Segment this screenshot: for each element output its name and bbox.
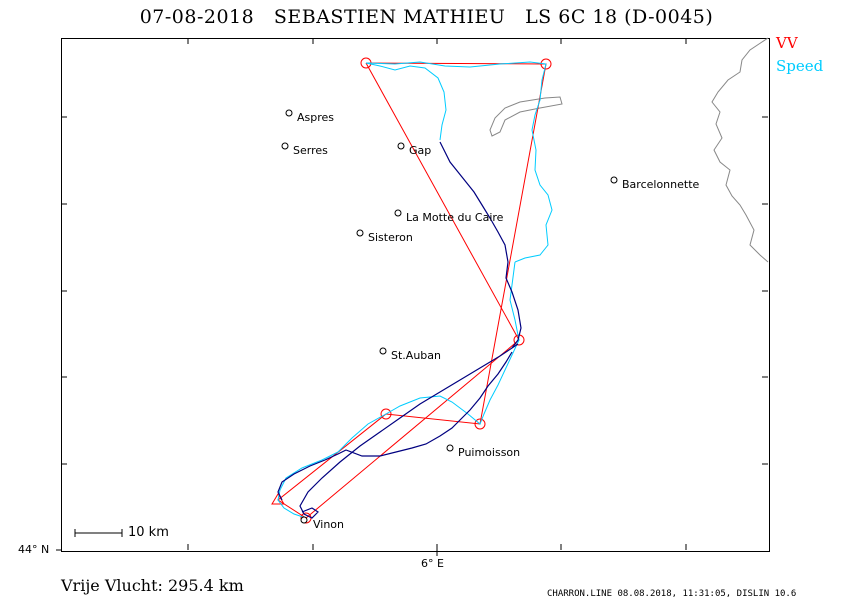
- town-vinon: Vinon: [300, 516, 344, 531]
- border-line: [711, 37, 769, 263]
- scale-bar-label: 10 km: [128, 525, 169, 540]
- distance-summary: Vrije Vlucht: 295.4 km: [61, 576, 244, 595]
- glider-id: LS 6C 18 (D-0045): [525, 6, 714, 28]
- town-serres: Serres: [281, 142, 328, 157]
- axis-ticks: [56, 38, 768, 556]
- town-label-sisteron: Sisteron: [368, 231, 413, 244]
- longitude-label: 6° E: [421, 557, 444, 570]
- town-label-barcelonnette: Barcelonnette: [622, 178, 700, 191]
- town-st-auban: St.Auban: [379, 347, 441, 362]
- town-puimoisson: Puimoisson: [446, 444, 520, 459]
- town-aspres: Aspres: [285, 109, 334, 124]
- climb-track: [277, 141, 522, 519]
- turnpoint-marker: [474, 418, 486, 430]
- town-label-gap: Gap: [409, 144, 431, 157]
- town-label-la-motte: La Motte du Caire: [406, 211, 504, 224]
- latitude-label: 44° N: [18, 543, 50, 556]
- map-title: 07-08-2018 SEBASTIEN MATHIEU LS 6C 18 (D…: [0, 6, 853, 28]
- towns: Aspres Serres Gap Barcelonnette La Motte…: [281, 109, 700, 531]
- map-frame: [61, 38, 770, 552]
- scale-bar: [74, 529, 123, 537]
- turnpoint-marker: [540, 58, 552, 70]
- town-label-aspres: Aspres: [297, 111, 334, 124]
- legend-speed: Speed: [776, 57, 824, 75]
- terrain-lines: [489, 37, 769, 263]
- town-barcelonnette: Barcelonnette: [610, 176, 700, 191]
- town-la-motte: La Motte du Caire: [394, 209, 504, 224]
- town-label-serres: Serres: [293, 144, 328, 157]
- town-label-puimoisson: Puimoisson: [458, 446, 520, 459]
- town-label-vinon: Vinon: [313, 518, 344, 531]
- pilot-name: SEBASTIEN MATHIEU: [273, 6, 506, 28]
- town-sisteron: Sisteron: [356, 229, 413, 244]
- speed-track: [277, 61, 553, 519]
- flight-date: 07-08-2018: [139, 6, 255, 28]
- lake-outline: [489, 96, 563, 137]
- footer-info: CHARRON.LINE 08.08.2018, 11:31:05, DISLI…: [547, 589, 797, 599]
- legend-vv: VV: [776, 34, 798, 52]
- town-gap: Gap: [397, 142, 431, 157]
- turnpoint-marker: [380, 408, 392, 420]
- town-label-st-auban: St.Auban: [391, 349, 441, 362]
